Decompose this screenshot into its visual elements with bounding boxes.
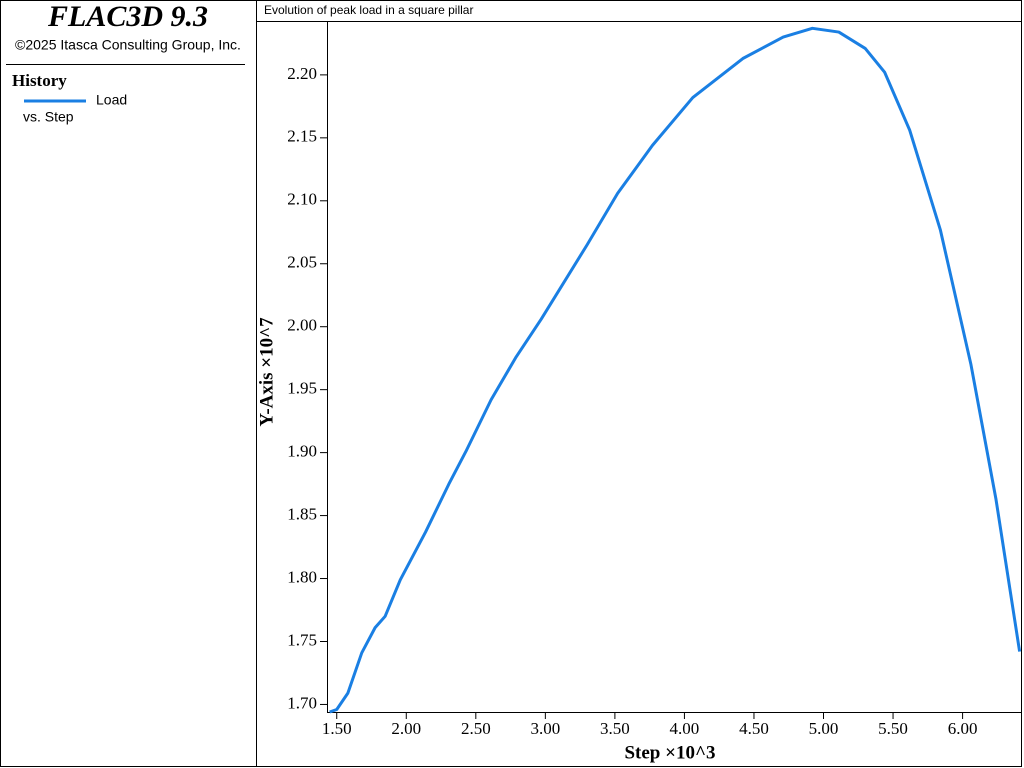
- section-title: History: [12, 71, 67, 90]
- y-tick-label: 2.20: [287, 64, 317, 83]
- x-tick-label: 3.00: [530, 719, 560, 738]
- x-tick-label: 2.00: [391, 719, 421, 738]
- y-tick-label: 2.05: [287, 253, 317, 272]
- product-title: FLAC3D 9.3: [47, 0, 208, 33]
- x-tick-label: 2.50: [461, 719, 491, 738]
- y-tick-label: 1.80: [287, 567, 317, 586]
- y-tick-label: 1.75: [287, 630, 317, 649]
- left-panel: [0, 0, 257, 767]
- y-tick-label: 1.90: [287, 442, 317, 461]
- y-tick-label: 2.10: [287, 190, 317, 209]
- copyright: ©2025 Itasca Consulting Group, Inc.: [15, 37, 241, 53]
- x-tick-label: 1.50: [322, 719, 352, 738]
- chart-title: Evolution of peak load in a square pilla…: [264, 3, 473, 17]
- y-tick-label: 2.15: [287, 127, 317, 146]
- x-axis-label: Step ×10^3: [624, 742, 715, 763]
- y-tick-label: 1.95: [287, 379, 317, 398]
- legend-suffix: vs. Step: [23, 109, 74, 125]
- y-tick-label: 1.85: [287, 504, 317, 523]
- x-tick-label: 4.00: [670, 719, 700, 738]
- data-line: [329, 26, 1022, 714]
- x-tick-label: 6.00: [948, 719, 978, 738]
- y-tick-label: 1.70: [287, 693, 317, 712]
- x-tick-label: 4.50: [739, 719, 769, 738]
- x-tick-label: 3.50: [600, 719, 630, 738]
- y-axis-label: Y-Axis ×10^7: [256, 317, 277, 427]
- x-tick-label: 5.00: [809, 719, 839, 738]
- plot-panel: [256, 0, 1022, 767]
- x-tick-label: 5.50: [878, 719, 908, 738]
- y-tick-label: 2.00: [287, 316, 317, 335]
- legend-label: Load: [96, 92, 127, 108]
